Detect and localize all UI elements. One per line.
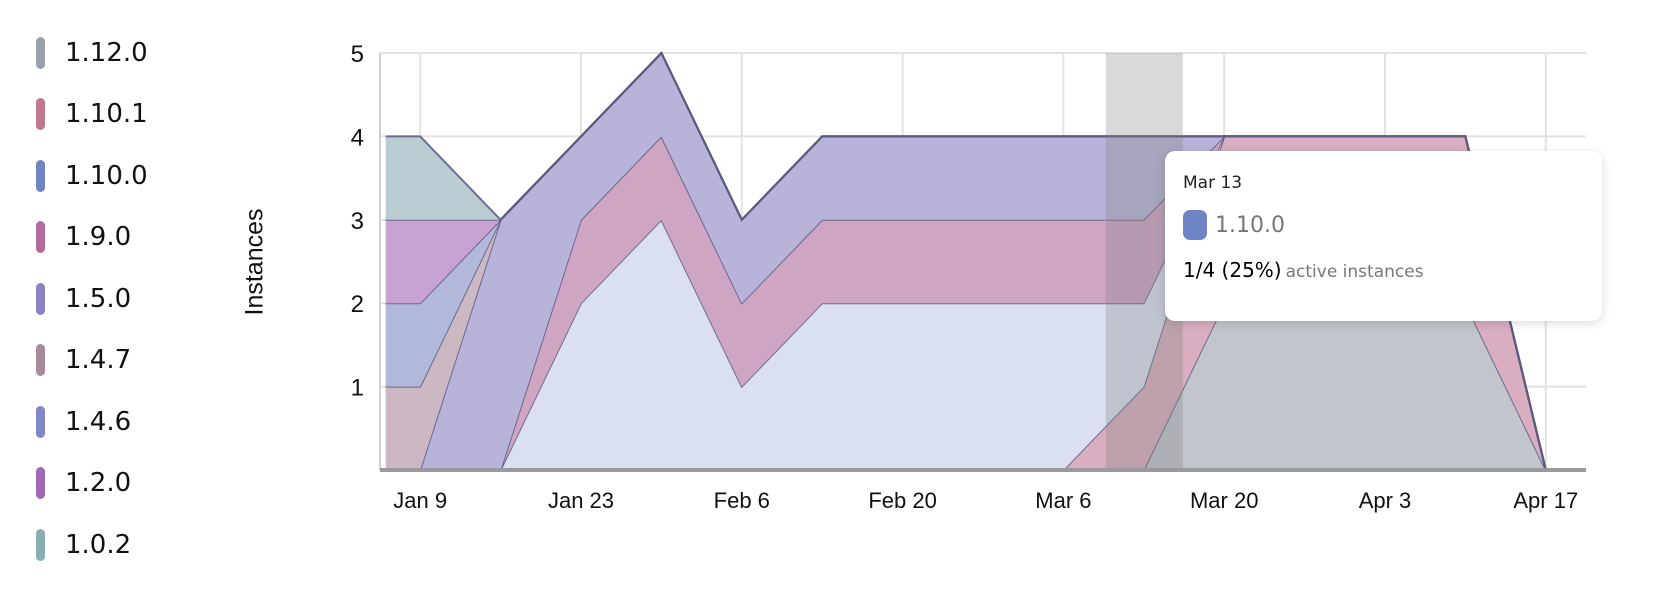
legend-item[interactable]: 1.5.0: [36, 268, 148, 330]
legend-swatch: [36, 98, 45, 131]
legend-item[interactable]: 1.12.0: [36, 22, 148, 84]
legend-swatch: [36, 221, 45, 254]
x-tick-label: Feb 6: [714, 488, 770, 513]
legend-item[interactable]: 1.9.0: [36, 207, 148, 269]
legend-swatch: [36, 528, 45, 561]
legend-label: 1.4.7: [65, 345, 132, 376]
y-tick-label: 3: [351, 208, 364, 235]
legend: 1.12.0 1.10.1 1.10.0 1.9.0 1.5.0 1.4.7 1.4.6 1.…: [36, 22, 148, 576]
x-tick-label: Apr 17: [1513, 488, 1578, 513]
legend-item[interactable]: 1.10.0: [36, 145, 148, 207]
tooltip-date: Mar 13: [1183, 173, 1243, 193]
x-tick-label: Mar 20: [1190, 488, 1258, 513]
line-1-0-2: [385, 51, 1581, 471]
y-tick-label: 5: [351, 41, 364, 68]
tooltip-value: 1/4 (25%): [1183, 258, 1282, 282]
legend-label: 1.2.0: [65, 468, 132, 499]
legend-label: 1.0.2: [65, 529, 132, 560]
legend-label: 1.5.0: [65, 283, 132, 314]
y-tick-label: 4: [351, 124, 364, 151]
legend-item[interactable]: 1.4.6: [36, 391, 148, 453]
legend-label: 1.10.1: [65, 99, 148, 130]
x-tick-label: Mar 6: [1035, 488, 1091, 513]
legend-swatch: [36, 159, 45, 192]
legend-swatch: [36, 467, 45, 500]
legend-label: 1.9.0: [65, 222, 132, 253]
legend-swatch: [36, 344, 45, 377]
x-tick-label: Jan 23: [548, 488, 614, 513]
legend-swatch: [36, 282, 45, 315]
legend-label: 1.10.0: [65, 160, 148, 191]
tooltip-series-swatch: [1183, 210, 1207, 240]
tooltip-value-suffix: active instances: [1285, 262, 1424, 282]
legend-label: 1.4.6: [65, 406, 132, 437]
legend-item[interactable]: 1.0.2: [36, 514, 148, 576]
legend-item[interactable]: 1.4.7: [36, 330, 148, 392]
x-tick-label: Apr 3: [1359, 488, 1412, 513]
y-tick-label: 2: [351, 291, 364, 318]
tooltip-series-name: 1.10.0: [1215, 212, 1285, 238]
legend-swatch: [36, 36, 45, 69]
legend-label: 1.12.0: [65, 37, 148, 68]
x-tick-label: Feb 20: [868, 488, 937, 513]
area-1-9-0: [385, 136, 1581, 470]
x-tick-label: Jan 9: [393, 488, 447, 513]
legend-item[interactable]: 1.2.0: [36, 453, 148, 515]
legend-item[interactable]: 1.10.1: [36, 84, 148, 146]
legend-swatch: [36, 405, 45, 438]
area-1-12-0: [385, 303, 1581, 470]
y-tick-label: 1: [351, 375, 364, 402]
tooltip: Mar 13 1.10.0 1/4 (25%) active instances: [1165, 151, 1602, 321]
area-1-5-0: [385, 53, 1581, 470]
